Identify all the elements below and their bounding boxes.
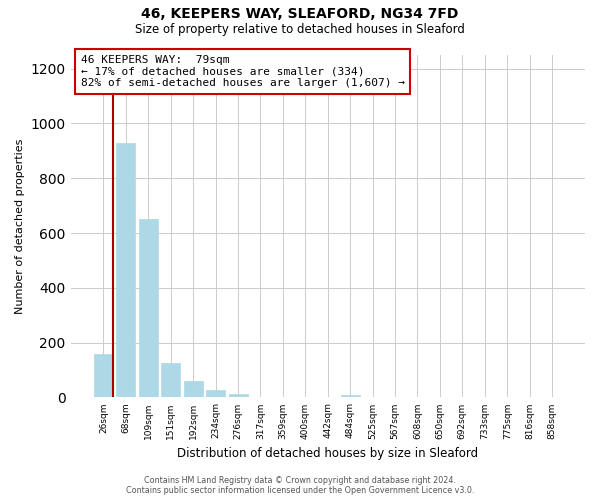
Bar <box>139 220 158 398</box>
Bar <box>184 381 203 398</box>
Bar <box>229 394 248 398</box>
Text: 46 KEEPERS WAY:  79sqm
← 17% of detached houses are smaller (334)
82% of semi-de: 46 KEEPERS WAY: 79sqm ← 17% of detached … <box>81 55 405 88</box>
Bar <box>161 363 180 398</box>
Bar <box>94 354 113 398</box>
Text: Size of property relative to detached houses in Sleaford: Size of property relative to detached ho… <box>135 22 465 36</box>
Bar <box>206 390 225 398</box>
Bar <box>341 394 360 398</box>
Bar <box>116 142 136 398</box>
X-axis label: Distribution of detached houses by size in Sleaford: Distribution of detached houses by size … <box>177 447 478 460</box>
Text: 46, KEEPERS WAY, SLEAFORD, NG34 7FD: 46, KEEPERS WAY, SLEAFORD, NG34 7FD <box>142 8 458 22</box>
Text: Contains HM Land Registry data © Crown copyright and database right 2024.
Contai: Contains HM Land Registry data © Crown c… <box>126 476 474 495</box>
Y-axis label: Number of detached properties: Number of detached properties <box>15 138 25 314</box>
